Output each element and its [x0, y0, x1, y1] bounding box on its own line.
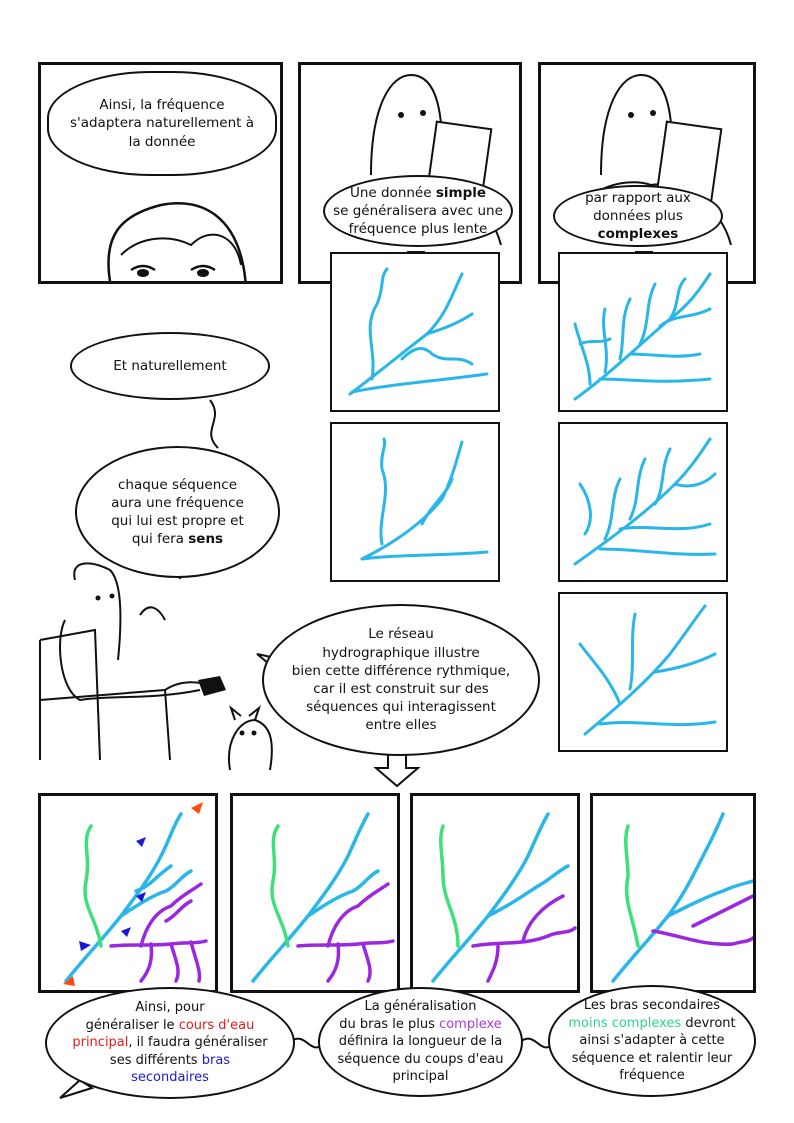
- speech-text: Ainsi, la fréquence s'adaptera naturelle…: [69, 97, 255, 150]
- river-network-step-3: [431, 812, 577, 983]
- caption-text-b: devront ainsi s'adapter à cette séquence…: [571, 1015, 736, 1084]
- caption-text-a: Ainsi, pour généraliser le: [85, 1000, 205, 1033]
- river-panel-simple-1: [330, 252, 500, 412]
- speech-text-bold: sens: [188, 531, 224, 548]
- caption-text-b: , il faudra généraliser ses différents: [109, 1035, 268, 1068]
- river-network-annotated: [64, 812, 208, 983]
- speech-text-a: par rapport aux données plus: [585, 189, 691, 224]
- speech-bubble-naturellement: Et naturellement: [70, 332, 270, 400]
- caption-cours-eau: Ainsi, pour généraliser le cours d'eau p…: [45, 987, 295, 1099]
- caption-text-a: La généralisation du bras le plus: [339, 999, 477, 1032]
- river-panel-step-2: [230, 793, 400, 993]
- caption-text-b: définira la longueur de la séquence du c…: [337, 1034, 504, 1085]
- speech-bubble-reseau: Le réseau hydrographique illustre bien c…: [262, 604, 540, 756]
- river-panel-simple-2: [330, 422, 500, 582]
- speech-text: Et naturellement: [113, 357, 227, 374]
- river-network-step-4: [611, 812, 753, 983]
- panel-girl-reading-2: par rapport aux données plus complexes: [538, 62, 756, 284]
- river-panel-complex-3: [558, 592, 728, 752]
- river-network-simple-2: [360, 437, 489, 561]
- caption-generalisation: La généralisation du bras le plus comple…: [318, 987, 523, 1097]
- speech-bubble-complexes: par rapport aux données plus complexes: [553, 185, 723, 247]
- caption-text-a: Les bras secondaires: [583, 998, 721, 1014]
- caption-text-purple: complexe: [439, 1016, 502, 1032]
- speech-text: Le réseau hydrographique illustre bien c…: [291, 626, 511, 734]
- speech-bubble-frequence: Ainsi, la fréquence s'adaptera naturelle…: [47, 71, 277, 176]
- river-panel-complex-1: [558, 252, 728, 412]
- panel-face-closeup: Ainsi, la fréquence s'adaptera naturelle…: [38, 62, 283, 284]
- speech-text-b: se généralisera avec une fréquence plus …: [333, 202, 503, 238]
- caption-text-red: cours d'eau principal: [72, 1017, 255, 1051]
- river-network-complex-3: [578, 604, 717, 736]
- face-drawing: [107, 202, 247, 281]
- speech-text-a: chaque séquence aura une fréquence qui l…: [111, 476, 244, 548]
- river-network-step-2: [251, 812, 395, 983]
- speech-bubble-sequence: chaque séquence aura une fréquence qui l…: [75, 446, 280, 578]
- river-panel-step-3: [410, 793, 580, 993]
- speech-text-bold: simple: [435, 184, 487, 201]
- speech-bubble-simple: Une donnée simple se généralisera avec u…: [323, 175, 513, 247]
- river-panel-step-4: [590, 793, 756, 993]
- river-network-complex-2: [573, 437, 717, 566]
- river-network-complex-1: [573, 272, 712, 401]
- caption-text-blue: bras secondaires: [131, 1052, 231, 1086]
- speech-text-a: Une donnée: [349, 184, 436, 201]
- river-panel-complex-2: [558, 422, 728, 582]
- caption-bras-secondaires: Les bras secondaires moins complexes dev…: [548, 985, 756, 1097]
- river-panel-annotated: [38, 793, 218, 993]
- caption-text-green: moins complexes: [568, 1015, 682, 1031]
- river-network-simple-1: [348, 267, 489, 396]
- speech-text-bold: complexes: [597, 226, 679, 243]
- panel-girl-reading-1: Une donnée simple se généralisera avec u…: [298, 62, 522, 284]
